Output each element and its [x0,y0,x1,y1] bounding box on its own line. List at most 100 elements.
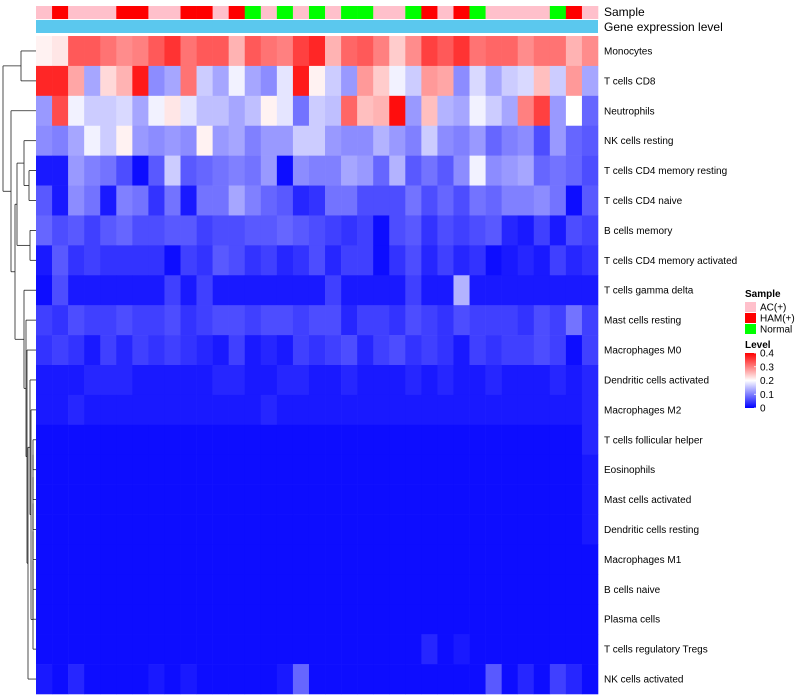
heatmap-cell [68,664,85,695]
heatmap-cell [148,365,165,396]
heatmap-cell [325,574,342,605]
heatmap-cell [100,514,117,545]
heatmap-cell [68,155,85,186]
heatmap-cell [581,185,599,216]
heatmap-cell [517,36,535,67]
heatmap-cell [565,185,583,216]
heatmap-cell [228,215,246,246]
heatmap-cell [116,394,133,426]
heatmap-cell [421,604,438,635]
heatmap-cell [453,634,470,665]
heatmap-cell [68,604,85,635]
heatmap-cell [565,275,583,306]
heatmap-cell [485,664,502,695]
heatmap-cell [437,335,454,366]
heatmap-cell [244,664,262,695]
heatmap-cell [292,574,310,605]
sample-annotation-cell [196,6,213,19]
heatmap-cell [116,454,133,485]
heatmap-cell [228,65,246,97]
heatmap-cell [228,604,246,635]
heatmap-cell [373,155,390,186]
heatmap-cell [52,36,69,67]
heatmap-cell [437,185,454,216]
heatmap-cell [357,335,374,366]
heatmap-cell [148,544,165,575]
heatmap-cell [36,185,53,216]
heatmap-cell [196,65,213,97]
heatmap-cell [405,514,422,545]
heatmap-cell [581,484,599,515]
heatmap-cell [517,514,535,545]
sample-annotation-cell [36,6,53,19]
heatmap-cell [357,394,374,426]
heatmap-cell [373,484,390,515]
heatmap-cell [132,574,149,605]
heatmap-cell [212,215,229,246]
heatmap-cell [501,514,519,545]
heatmap-cell [533,424,551,456]
sample-annotation-cell [84,6,101,19]
heatmap-cell [244,65,262,97]
heatmap-cell [180,484,197,515]
heatmap-cell [212,484,229,515]
heatmap-cell [116,245,133,276]
legend-sample-label: HAM(+) [760,314,795,325]
heatmap-cell [485,185,502,216]
heatmap-cell [325,514,342,545]
heatmap-cell [341,484,358,515]
heatmap-cell [453,215,470,246]
sample-annotation-cell [292,6,310,19]
heatmap-cell [260,275,278,306]
heatmap-cell [373,365,390,396]
heatmap-cell [100,604,117,635]
heatmap-cell [196,215,213,246]
heatmap-cell [549,424,567,456]
heatmap-cell [453,664,470,695]
heatmap-cell [437,245,454,276]
heatmap-cell [325,215,342,246]
heatmap-cell [485,394,502,426]
heatmap-cell [116,36,133,67]
heatmap-cell [341,125,358,156]
heatmap-cell [581,394,599,426]
heatmap-cell [116,544,133,575]
heatmap-cell [132,185,149,216]
heatmap-cell [325,454,342,485]
heatmap-cell [100,394,117,426]
heatmap-cell [485,335,502,366]
heatmap-cell [485,125,502,156]
heatmap-cell [180,574,197,605]
heatmap-cell [533,305,551,336]
heatmap-cell [421,424,438,456]
heatmap-cell [164,305,181,336]
heatmap-cell [260,305,278,336]
heatmap-cell [260,335,278,366]
heatmap-cell [164,335,181,366]
heatmap-cell [405,305,422,336]
heatmap-cell [341,305,358,336]
sample-annotation-cell [357,6,374,19]
heatmap-cell [469,514,486,545]
heatmap-cell [405,95,422,127]
heatmap-cell [52,155,69,186]
heatmap-cell [276,574,294,605]
heatmap-cell [325,544,342,575]
heatmap-cell [276,155,294,186]
heatmap-cell [485,245,502,276]
heatmap-cell [405,155,422,186]
heatmap-cell [325,185,342,216]
heatmap-cell [517,155,535,186]
heatmap-cell [292,514,310,545]
legend-sample-title: Sample [745,289,781,300]
heatmap-cell [357,454,374,485]
heatmap-cell [36,95,53,127]
heatmap-cell [212,634,229,665]
row-label: T cells regulatory Tregs [604,645,708,656]
heatmap-cell [469,544,486,575]
heatmap-cell [84,394,101,426]
heatmap-cell [325,634,342,665]
heatmap-cell [132,484,149,515]
heatmap-cell [437,155,454,186]
